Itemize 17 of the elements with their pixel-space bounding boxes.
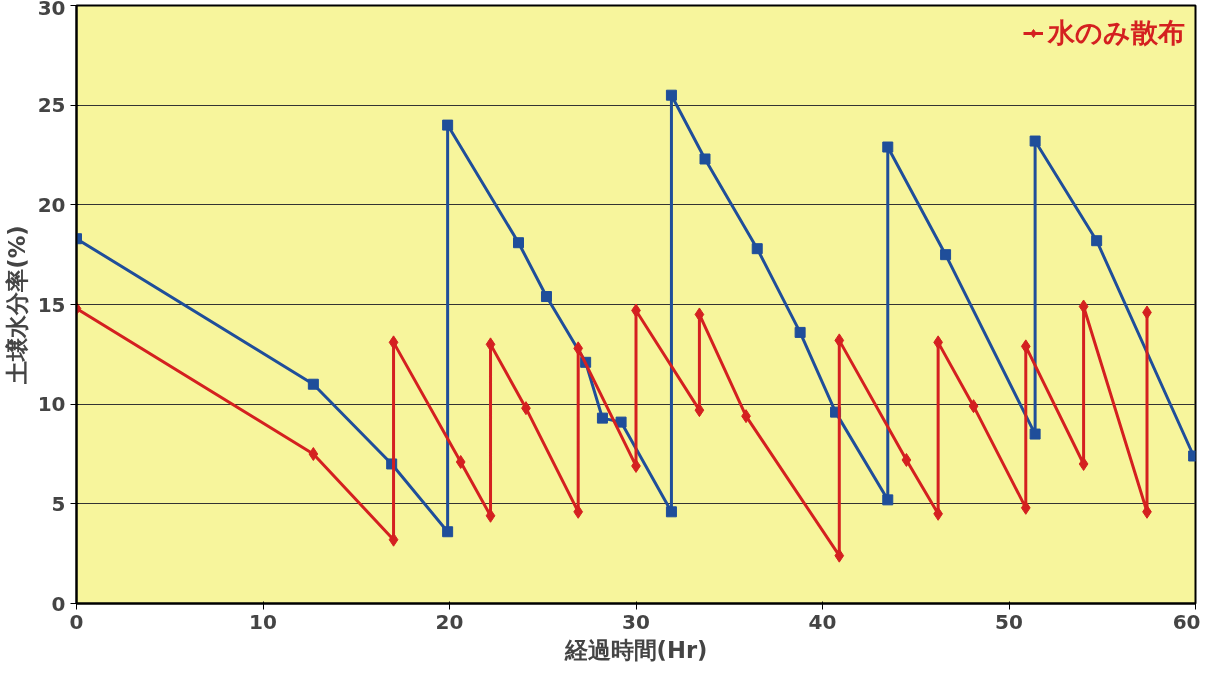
legend-label: 水のみ散布 [1048,16,1185,50]
x-tick-label: 20 [435,609,464,634]
x-tick-label: 10 [249,609,277,634]
x-tick-label: 30 [622,609,650,634]
x-tick-label: 0 [69,609,84,634]
x-tick-label: 60 [1172,609,1201,634]
x-tick-label: 50 [995,609,1023,634]
y-tick-label: 5 [51,491,66,516]
y-axis-title: 土壌水分率(%) [3,225,30,385]
y-tick-label: 0 [51,591,66,616]
y-tick-label: 30 [37,0,66,20]
y-tick-label: 15 [37,292,66,317]
y-tick-label: 25 [37,93,66,118]
x-tick-label: 40 [808,609,837,634]
x-axis-title: 経過時間(Hr) [563,636,708,663]
y-tick-label: 10 [37,392,66,417]
y-tick-label: 20 [37,192,66,217]
